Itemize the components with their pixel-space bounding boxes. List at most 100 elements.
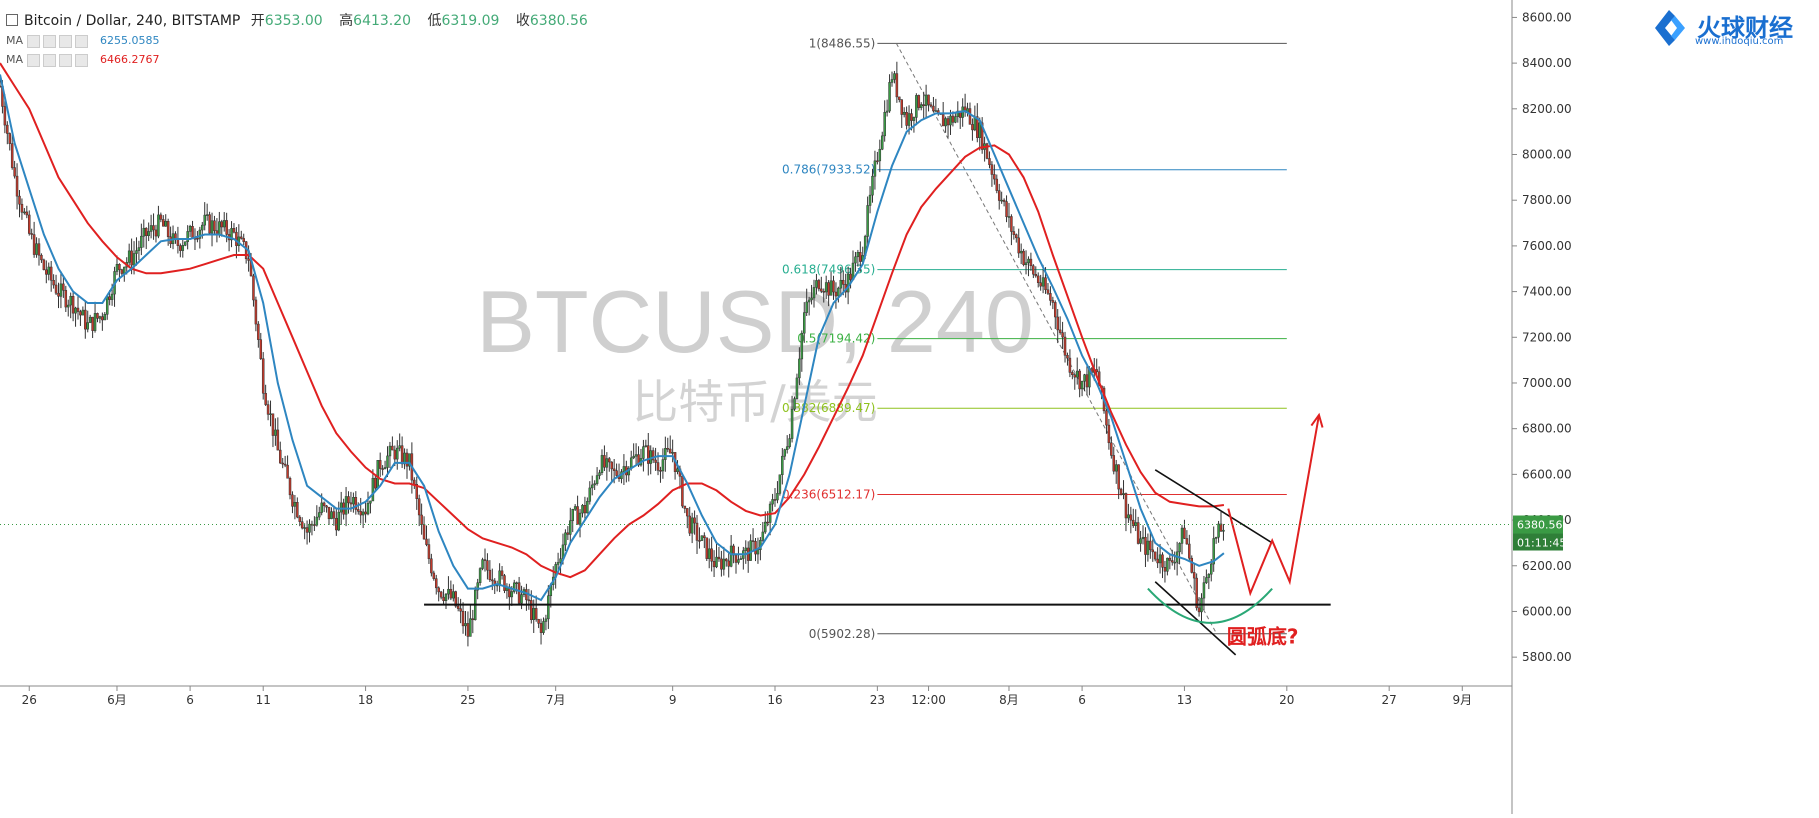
candle-body	[666, 448, 670, 450]
candle-body	[598, 472, 601, 476]
candle-body	[103, 314, 107, 321]
candle-body	[159, 214, 163, 220]
candle-body	[288, 478, 292, 496]
candle-body	[25, 211, 29, 216]
candle-body	[800, 332, 804, 360]
drawings[interactable]: 圆弧底?	[424, 412, 1331, 656]
candle-body	[944, 118, 947, 127]
candle-body	[208, 214, 211, 234]
candle-body	[378, 460, 382, 469]
candle-body	[27, 214, 31, 234]
candle-body	[1124, 493, 1128, 519]
candle-body	[671, 452, 674, 454]
candle-body	[386, 455, 389, 468]
candle-body	[405, 452, 409, 467]
candle-body	[788, 438, 791, 447]
candle-body	[856, 252, 860, 258]
candle-body	[313, 524, 316, 526]
candle-body	[880, 135, 884, 150]
candle-body	[778, 474, 782, 494]
collapse-icon[interactable]	[6, 14, 18, 26]
ma1-legend[interactable]: MA 6255.0585	[6, 34, 160, 48]
candle-body	[0, 85, 2, 88]
candle-body	[486, 560, 489, 571]
candle-body	[434, 578, 438, 589]
candle-body	[1080, 380, 1084, 390]
settings-icon[interactable]	[42, 34, 56, 48]
candle-body	[656, 462, 660, 471]
candle-body	[737, 559, 740, 563]
candle-body	[817, 280, 821, 290]
candle-body	[62, 283, 65, 291]
candle-body	[1107, 424, 1111, 444]
candle-body	[37, 243, 41, 256]
candle-body	[705, 537, 709, 559]
candle-body	[1192, 572, 1196, 579]
candle-body	[610, 461, 613, 470]
candle-body	[218, 221, 221, 235]
candle-body	[717, 556, 721, 560]
candle-body	[101, 316, 104, 321]
wedge-upper-line[interactable]	[1154, 469, 1273, 544]
forecast-arrow[interactable]	[1227, 414, 1320, 597]
candle-body	[123, 266, 126, 274]
candle-body	[271, 413, 275, 436]
candle-body	[600, 455, 604, 473]
plus-icon[interactable]	[58, 34, 72, 48]
arc-bottom-curve[interactable]	[1147, 587, 1273, 624]
time-tick-label: 27	[1382, 693, 1397, 707]
candle-body	[296, 502, 299, 518]
candle-body	[834, 291, 838, 297]
candle-body	[279, 449, 282, 464]
candle-body	[344, 496, 348, 515]
watermark-symbol: BTCUSD, 240	[476, 272, 1034, 371]
candle-body	[1207, 573, 1211, 578]
price-tick-label: 7800.00	[1522, 193, 1572, 207]
candle-body	[873, 160, 877, 177]
candle-body	[1185, 538, 1189, 545]
candle-body	[222, 220, 226, 228]
candle-body	[1110, 442, 1113, 456]
eye-icon[interactable]	[26, 53, 40, 67]
more-icon[interactable]	[74, 34, 88, 48]
last-price-badge	[1513, 515, 1563, 534]
candle-body	[447, 588, 450, 595]
settings-icon[interactable]	[42, 53, 56, 67]
candle-body	[408, 453, 411, 467]
candle-body	[1007, 216, 1011, 218]
fib-level-label: 0.236(6512.17)	[782, 487, 875, 501]
price-tick-label: 6200.00	[1522, 559, 1572, 573]
ma2-label: MA	[6, 53, 24, 66]
plus-icon[interactable]	[58, 53, 72, 67]
ma-fast-line	[0, 74, 1225, 602]
candle-body	[64, 290, 68, 308]
candle-body	[712, 560, 716, 568]
symbol-title[interactable]: Bitcoin / Dollar, 240, BITSTAMP	[24, 13, 241, 29]
candle-body	[622, 466, 626, 472]
more-icon[interactable]	[74, 53, 88, 67]
ma2-legend[interactable]: MA 6466.2767	[6, 53, 160, 67]
candle-body	[1146, 540, 1150, 555]
time-axis[interactable]: 26 6月 6 11 18 25 7月 9 16 23 12:00 8月 6 13 20 27 9月	[0, 685, 1512, 707]
candle-body	[688, 515, 691, 534]
candle-body	[956, 110, 960, 117]
candle-body	[885, 110, 889, 113]
candle-body	[108, 296, 111, 300]
price-axis[interactable]: 5800.006000.006200.006400.006600.006800.…	[0, 0, 1572, 814]
candle-body	[537, 618, 540, 624]
candle-body	[444, 593, 448, 602]
candle-body	[230, 228, 233, 241]
candle-body	[929, 104, 933, 107]
time-tick-label: 8月	[999, 693, 1019, 707]
wedge-lower-line[interactable]	[1154, 581, 1237, 656]
fibonacci-retracement[interactable]: 1(8486.55)0.786(7933.52)0.618(7496.35)0.…	[782, 36, 1287, 641]
candle-body	[164, 220, 167, 227]
candle-body	[829, 280, 833, 296]
eye-icon[interactable]	[26, 34, 40, 48]
candle-body	[266, 404, 270, 415]
candle-body	[59, 283, 63, 297]
candle-body	[79, 311, 82, 316]
candle-body	[832, 280, 835, 293]
candle-body	[912, 117, 916, 121]
